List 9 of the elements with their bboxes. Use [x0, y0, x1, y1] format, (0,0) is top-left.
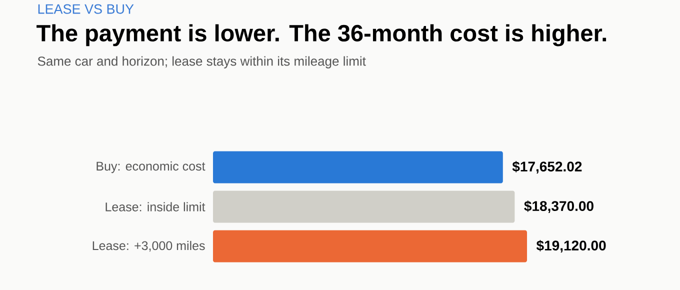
- y-tick-label: Lease: inside limit: [106, 202, 206, 212]
- text: LEASE VS BUY: [38, 4, 134, 14]
- chart-subtitle: Same car and horizon; lease stays within its mileage limit: [38, 56, 366, 68]
- data-label: $19,120.00: [536, 240, 606, 253]
- y-tick-label: Lease: +3,000 miles: [92, 240, 205, 252]
- chart-title: The payment is lower. The 36-month cost is higher.: [36, 24, 606, 46]
- data-label: $18,370.00: [524, 200, 594, 214]
- y-tick-label: Buy: economic cost: [96, 161, 206, 174]
- data-label: $17,652.02: [512, 160, 582, 174]
